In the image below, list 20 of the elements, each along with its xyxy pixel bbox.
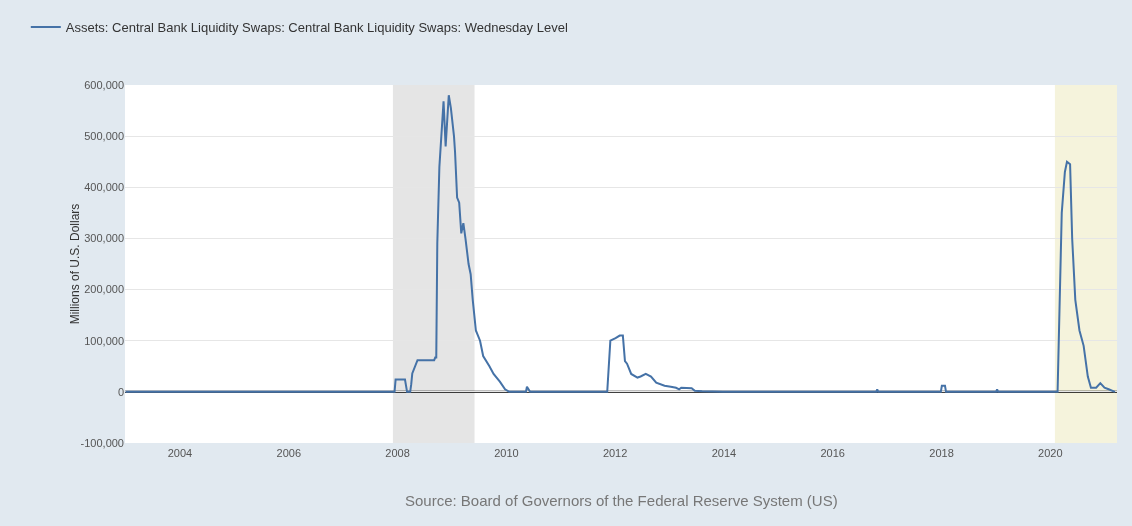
y-axis-title: Millions of U.S. Dollars [68, 203, 83, 325]
x-tick-label: 2008 [385, 447, 410, 460]
x-tick-label: 2006 [276, 447, 302, 460]
legend-label: Assets: Central Bank Liquidity Swaps: Central Bank Liquidity Swaps: Wednesday Level [65, 20, 568, 36]
y-tick-label: 200,000 [84, 283, 124, 296]
y-tick-label: -100,000 [80, 436, 124, 449]
y-tick-label: 100,000 [84, 334, 124, 347]
x-tick-label: 2004 [167, 447, 193, 460]
y-tick-label: 500,000 [84, 129, 124, 142]
y-tick-label: 300,000 [84, 232, 124, 245]
y-tick-label: 400,000 [84, 181, 124, 194]
source-note: Source: Board of Governors of the Federal Reserve System (US) [405, 492, 838, 509]
y-tick-label: 0 [117, 385, 124, 398]
x-tick-label: 2020 [1038, 447, 1063, 460]
x-tick-label: 2012 [602, 447, 628, 460]
x-tick-label: 2014 [711, 447, 737, 460]
x-tick-label: 2010 [494, 447, 519, 460]
x-tick-label: 2018 [929, 447, 954, 460]
y-tick-label: 600,000 [84, 78, 124, 91]
x-tick-label: 2016 [820, 447, 845, 460]
